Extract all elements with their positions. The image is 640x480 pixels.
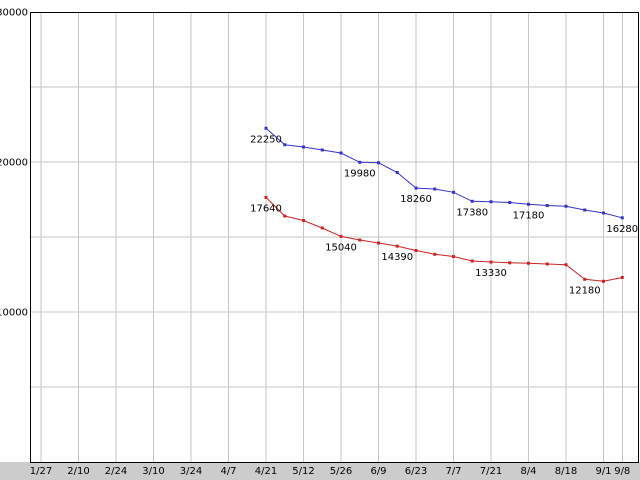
data-point-marker: [452, 190, 455, 194]
data-point-marker: [545, 204, 549, 207]
x-tick-label: 7/7: [445, 466, 461, 477]
data-point-label: 15040: [325, 242, 357, 253]
data-point-marker: [358, 160, 362, 164]
data-point-label: 13330: [475, 268, 507, 279]
x-tick-label: 7/21: [480, 466, 502, 477]
data-point-label: 12180: [569, 285, 601, 296]
data-point-marker: [527, 202, 530, 206]
plot-border: [30, 12, 639, 463]
data-point-marker: [414, 249, 418, 252]
data-point-marker: [452, 255, 455, 258]
data-point-label: 19980: [344, 168, 376, 179]
data-point-marker: [433, 187, 437, 191]
x-tick-label: 1/27: [30, 466, 52, 477]
data-point-marker: [508, 201, 512, 204]
data-point-label: 17180: [513, 210, 545, 221]
x-tick-label: 3/10: [142, 466, 164, 477]
data-point-label: 17640: [250, 203, 282, 214]
data-point-marker: [339, 234, 343, 238]
data-point-marker: [583, 277, 587, 281]
data-point-marker: [320, 226, 324, 230]
data-point-marker: [320, 148, 324, 152]
data-point-label: 17380: [456, 207, 488, 218]
x-tick-label: 4/7: [220, 466, 236, 477]
x-tick-label: 6/9: [370, 466, 386, 477]
data-point-marker: [620, 276, 624, 279]
data-point-marker: [602, 279, 605, 283]
data-point-marker: [583, 208, 587, 212]
data-point-marker: [564, 204, 568, 208]
x-tick-label: 8/4: [520, 466, 536, 477]
data-point-label: 18260: [400, 194, 432, 205]
data-point-marker: [283, 143, 287, 147]
x-tick-label: 2/10: [67, 466, 89, 477]
x-tick-label: 9/1: [595, 466, 611, 477]
data-point-marker: [377, 241, 380, 245]
data-point-marker: [302, 145, 305, 149]
series-line-lower-price-line: [265, 197, 623, 282]
data-point-marker: [470, 199, 474, 203]
data-point-marker: [433, 252, 437, 256]
x-tick-label: 5/26: [330, 466, 352, 477]
x-tick-label: 4/21: [255, 466, 277, 477]
x-tick-label: 6/23: [405, 466, 427, 477]
x-tick-label: 3/24: [180, 466, 202, 477]
data-point-marker: [489, 200, 493, 204]
data-point-marker: [264, 126, 268, 130]
y-tick-label: 30000: [0, 8, 28, 19]
data-point-marker: [339, 151, 343, 155]
y-tick-label: 10000: [0, 308, 28, 319]
data-point-marker: [489, 260, 493, 264]
data-point-marker: [620, 216, 624, 220]
data-point-marker: [377, 161, 380, 165]
x-tick-label: 2/24: [105, 466, 127, 477]
x-tick-label: 9/8: [614, 466, 630, 477]
data-point-marker: [283, 214, 287, 218]
y-tick-label: 20000: [0, 158, 28, 169]
data-point-marker: [395, 171, 399, 174]
data-point-label: 16280: [606, 224, 638, 235]
data-point-marker: [302, 219, 305, 222]
x-tick-label: 5/12: [292, 466, 314, 477]
data-point-marker: [470, 259, 474, 263]
data-point-label: 22250: [250, 134, 282, 145]
x-tick-label: 8/18: [555, 466, 577, 477]
data-point-marker: [564, 263, 568, 267]
data-point-marker: [264, 195, 268, 199]
data-point-marker: [358, 238, 362, 242]
series-line-upper-price-line: [265, 127, 623, 219]
data-point-label: 14390: [381, 252, 413, 263]
data-point-marker: [508, 261, 512, 265]
data-point-marker: [395, 244, 399, 248]
data-point-marker: [602, 211, 605, 215]
data-point-marker: [527, 261, 530, 265]
data-point-marker: [414, 186, 418, 190]
x-axis-strip: [0, 462, 640, 480]
data-point-marker: [545, 262, 549, 266]
